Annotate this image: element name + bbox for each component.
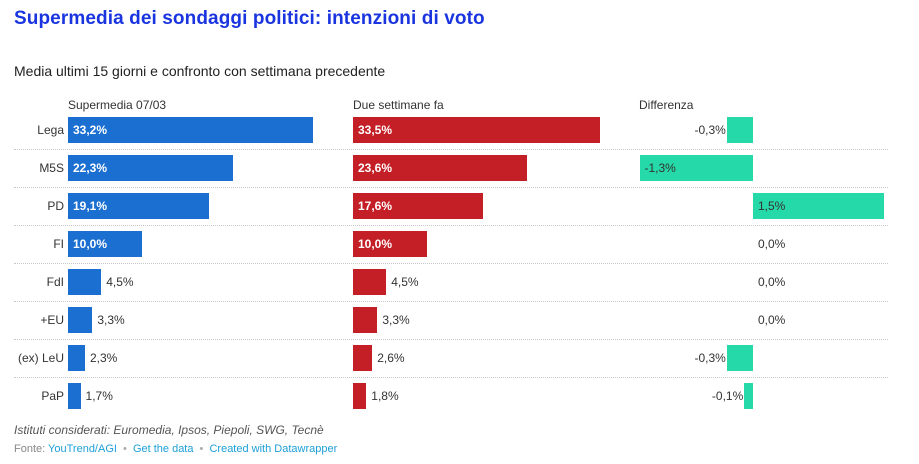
row-separator <box>14 377 888 378</box>
category-label: (ex) LeU <box>17 351 64 365</box>
supermedia-value-label: 4,5% <box>106 275 134 289</box>
row-separator <box>14 225 888 226</box>
chart-title: Supermedia dei sondaggi politici: intenz… <box>14 8 485 29</box>
supermedia-bar <box>68 345 85 371</box>
due-settimane-value-label: 10,0% <box>358 237 393 251</box>
row-separator <box>14 301 888 302</box>
differenza-value-label: 0,0% <box>758 275 786 289</box>
notes: Istituti considerati: Euromedia, Ipsos, … <box>14 423 324 437</box>
separator: • <box>123 443 127 455</box>
chart-row: FI 10,0% 10,0% 0,0% <box>0 226 919 264</box>
due-settimane-value-label: 1,8% <box>371 389 399 403</box>
category-label: PaP <box>41 389 64 403</box>
differenza-value-label: -1,3% <box>644 161 676 175</box>
supermedia-bar <box>68 193 209 219</box>
due-settimane-bar <box>353 307 378 333</box>
due-settimane-bar <box>353 231 427 257</box>
column-header-due-settimane: Due settimane fa <box>353 98 444 112</box>
chart-row: +EU 3,3% 3,3% 0,0% <box>0 302 919 340</box>
supermedia-bar <box>68 269 102 295</box>
supermedia-value-label: 2,3% <box>89 351 118 365</box>
row-separator <box>14 339 888 340</box>
category-label: M5S <box>39 161 64 175</box>
supermedia-value-label: 10,0% <box>73 237 108 251</box>
differenza-bar <box>639 155 753 181</box>
supermedia-bar <box>68 383 81 409</box>
chart-row: (ex) LeU 2,3% 2,6% -0,3% <box>0 340 919 378</box>
differenza-bar <box>744 383 753 409</box>
supermedia-value-label: 22,3% <box>73 161 108 175</box>
chart-row: Lega 33,2% 33,5% -0,3% <box>0 112 919 150</box>
category-label: FI <box>53 237 64 251</box>
differenza-value-label: 1,5% <box>758 199 786 213</box>
due-settimane-value-label: 3,3% <box>382 313 410 327</box>
differenza-value-label: -0,1% <box>711 389 744 403</box>
row-separator <box>14 149 888 150</box>
row-separator <box>14 187 888 188</box>
column-header-differenza: Differenza <box>639 98 694 112</box>
category-label: FdI <box>46 275 64 289</box>
footer: Fonte: YouTrend/AGI • Get the data • Cre… <box>14 443 337 455</box>
differenza-bar <box>726 345 753 371</box>
supermedia-value-label: 33,2% <box>73 123 108 137</box>
chart-subtitle: Media ultimi 15 giorni e confronto con s… <box>14 63 386 79</box>
chart-row: PD 19,1% 17,6% 1,5% <box>0 188 919 226</box>
due-settimane-bar <box>353 193 483 219</box>
due-settimane-value-label: 4,5% <box>391 275 419 289</box>
row-separator <box>14 263 888 264</box>
created-with-datawrapper-link[interactable]: Created with Datawrapper <box>209 443 338 455</box>
due-settimane-value-label: 33,5% <box>358 123 393 137</box>
source-prefix: Fonte: <box>14 443 46 455</box>
get-the-data-link[interactable]: Get the data <box>132 443 194 455</box>
supermedia-value-label: 19,1% <box>73 199 108 213</box>
supermedia-value-label: 1,7% <box>85 389 113 403</box>
supermedia-bar <box>68 155 233 181</box>
differenza-value-label: 0,0% <box>758 313 786 327</box>
category-label: PD <box>47 199 64 213</box>
due-settimane-bar <box>353 269 387 295</box>
separator: • <box>199 443 204 455</box>
differenza-value-label: 0,0% <box>758 237 786 251</box>
differenza-value-label: -0,3% <box>694 123 726 137</box>
due-settimane-value-label: 17,6% <box>358 199 393 213</box>
category-label: +EU <box>40 313 64 327</box>
differenza-bar <box>726 117 753 143</box>
due-settimane-value-label: 23,6% <box>358 161 393 175</box>
supermedia-bar <box>68 231 142 257</box>
source-link[interactable]: YouTrend/AGI <box>48 443 117 455</box>
chart-row: PaP 1,7% 1,8% -0,1% <box>0 378 919 416</box>
due-settimane-bar <box>353 383 367 409</box>
differenza-value-label: -0,3% <box>694 351 726 365</box>
supermedia-value-label: 3,3% <box>97 313 125 327</box>
chart-row: FdI 4,5% 4,5% 0,0% <box>0 264 919 302</box>
differenza-bar <box>753 193 884 219</box>
due-settimane-bar <box>353 117 601 143</box>
due-settimane-bar <box>353 155 528 181</box>
due-settimane-value-label: 2,6% <box>377 351 405 365</box>
supermedia-bar <box>68 307 93 333</box>
due-settimane-bar <box>353 345 373 371</box>
supermedia-bar <box>68 117 314 143</box>
column-header-supermedia: Supermedia 07/03 <box>68 98 167 112</box>
chart-row: M5S 22,3% 23,6% -1,3% <box>0 150 919 188</box>
category-label: Lega <box>37 123 64 137</box>
